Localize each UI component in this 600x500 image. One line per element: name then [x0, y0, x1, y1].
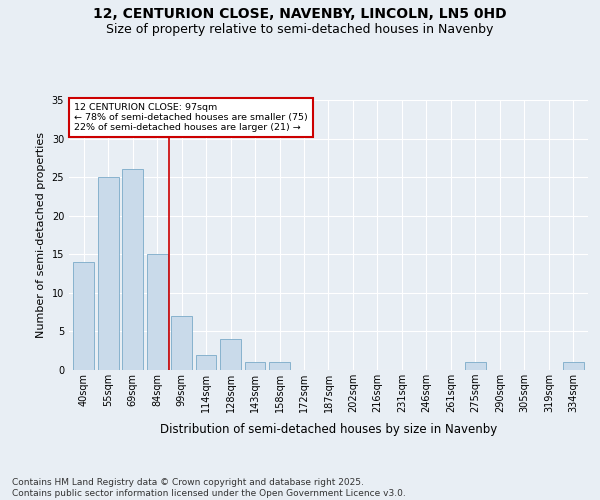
Text: 12, CENTURION CLOSE, NAVENBY, LINCOLN, LN5 0HD: 12, CENTURION CLOSE, NAVENBY, LINCOLN, L…	[93, 8, 507, 22]
Bar	[196, 354, 217, 370]
Bar	[220, 339, 241, 370]
Bar	[122, 170, 143, 370]
Bar	[98, 177, 119, 370]
Bar	[171, 316, 192, 370]
Bar	[245, 362, 265, 370]
Bar	[269, 362, 290, 370]
Text: 12 CENTURION CLOSE: 97sqm
← 78% of semi-detached houses are smaller (75)
22% of : 12 CENTURION CLOSE: 97sqm ← 78% of semi-…	[74, 102, 308, 132]
Bar	[465, 362, 486, 370]
Y-axis label: Number of semi-detached properties: Number of semi-detached properties	[36, 132, 46, 338]
Bar	[73, 262, 94, 370]
Bar	[147, 254, 167, 370]
Bar	[563, 362, 584, 370]
Text: Contains HM Land Registry data © Crown copyright and database right 2025.
Contai: Contains HM Land Registry data © Crown c…	[12, 478, 406, 498]
Text: Size of property relative to semi-detached houses in Navenby: Size of property relative to semi-detach…	[106, 22, 494, 36]
Text: Distribution of semi-detached houses by size in Navenby: Distribution of semi-detached houses by …	[160, 422, 497, 436]
